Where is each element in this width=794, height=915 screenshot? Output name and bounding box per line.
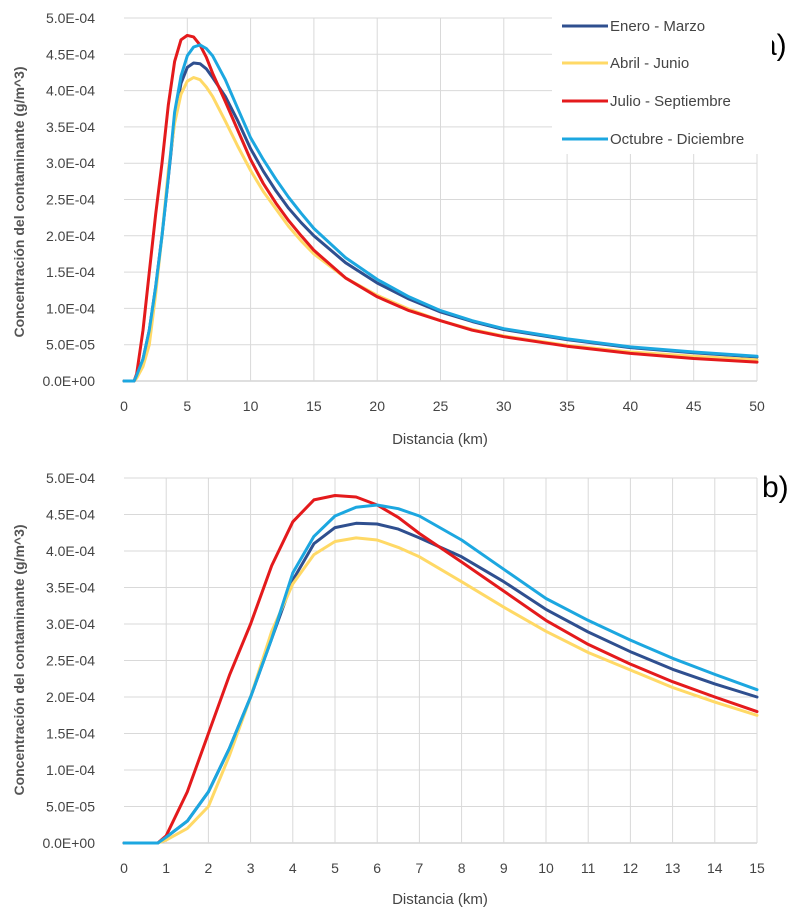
y-tick-label: 5.0E-05 [46, 337, 95, 353]
legend-label: Julio - Septiembre [610, 93, 731, 110]
y-tick-label: 1.5E-04 [46, 726, 95, 742]
x-tick-labels-b: 0 1 2 3 4 5 6 7 8 9 10 11 12 13 14 15 [120, 860, 765, 876]
x-tick-label: 5 [331, 860, 339, 876]
x-tick-label: 0 [120, 860, 128, 876]
x-tick-label: 12 [623, 860, 639, 876]
y-tick-label: 3.5E-04 [46, 119, 95, 135]
x-tick-label: 13 [665, 860, 681, 876]
chart-panel-b: 0.0E+00 5.0E-05 1.0E-04 1.5E-04 2.0E-04 2.5E-… [11, 470, 789, 908]
series-lines-a [122, 33, 759, 383]
legend-label: Abril - Junio [610, 55, 689, 72]
x-tick-label: 15 [749, 860, 765, 876]
x-tick-label: 45 [686, 398, 702, 414]
series-line-2 [122, 536, 759, 845]
series-line-4 [122, 503, 759, 845]
x-tick-label: 4 [289, 860, 297, 876]
x-tick-label: 14 [707, 860, 723, 876]
legend-background [552, 14, 772, 154]
legend: Enero - Marzo Abril - Junio Julio - Septie… [552, 14, 772, 154]
y-tick-labels-a: 0.0E+00 5.0E-05 1.0E-04 1.5E-04 2.0E-04 2.5E-… [42, 10, 95, 389]
y-tick-label: 2.0E-04 [46, 228, 95, 244]
x-tick-label: 7 [416, 860, 424, 876]
y-tick-label: 4.0E-04 [46, 543, 95, 559]
y-tick-label: 3.5E-04 [46, 580, 95, 596]
y-tick-labels-b: 0.0E+00 5.0E-05 1.0E-04 1.5E-04 2.0E-04 2.5E-… [42, 470, 95, 851]
gridlines-b [124, 477, 758, 844]
x-tick-label: 15 [306, 398, 322, 414]
y-tick-label: 3.0E-04 [46, 616, 95, 632]
y-tick-label: 2.5E-04 [46, 192, 95, 208]
x-tick-label: 3 [247, 860, 255, 876]
series-lines-b [122, 494, 759, 845]
panel-label-b: b) [762, 471, 789, 504]
legend-label: Octubre - Diciembre [610, 131, 744, 148]
x-tick-label: 30 [496, 398, 512, 414]
series-line-3 [122, 33, 759, 383]
y-tick-label: 5.0E-05 [46, 799, 95, 815]
x-tick-label: 40 [623, 398, 639, 414]
x-tick-label: 5 [183, 398, 191, 414]
y-axis-title-b: Concentración del contaminante (g/m^3) [11, 524, 27, 795]
y-tick-label: 2.0E-04 [46, 689, 95, 705]
y-tick-label: 5.0E-04 [46, 470, 95, 486]
series-line-3 [122, 494, 759, 845]
gridlines-a [124, 17, 758, 382]
x-axis-title-b: Distancia (km) [392, 891, 488, 908]
y-tick-label: 1.5E-04 [46, 264, 95, 280]
x-tick-label: 11 [581, 860, 596, 876]
x-tick-label: 10 [538, 860, 554, 876]
y-tick-label: 4.0E-04 [46, 83, 95, 99]
chart-panel-a: 0.0E+00 5.0E-05 1.0E-04 1.5E-04 2.0E-04 2.5E-… [11, 10, 787, 448]
x-tick-labels-a: 0 5 10 15 20 25 30 35 40 45 50 [120, 398, 765, 414]
legend-label: Enero - Marzo [610, 18, 705, 35]
series-line-4 [122, 43, 759, 383]
y-tick-label: 4.5E-04 [46, 507, 95, 523]
y-axis-title-a: Concentración del contaminante (g/m^3) [11, 66, 27, 337]
y-tick-label: 0.0E+00 [42, 835, 95, 851]
x-tick-label: 25 [433, 398, 449, 414]
y-tick-label: 1.0E-04 [46, 762, 95, 778]
x-tick-label: 50 [749, 398, 765, 414]
x-tick-label: 35 [559, 398, 575, 414]
x-axis-title-a: Distancia (km) [392, 431, 488, 448]
x-tick-label: 6 [373, 860, 381, 876]
y-tick-label: 0.0E+00 [42, 373, 95, 389]
x-tick-label: 9 [500, 860, 508, 876]
y-tick-label: 5.0E-04 [46, 10, 95, 26]
y-tick-label: 2.5E-04 [46, 653, 95, 669]
y-tick-label: 3.0E-04 [46, 155, 95, 171]
x-tick-label: 20 [369, 398, 385, 414]
x-tick-label: 0 [120, 398, 128, 414]
x-tick-label: 10 [243, 398, 259, 414]
x-tick-label: 1 [162, 860, 170, 876]
y-tick-label: 4.5E-04 [46, 46, 95, 62]
x-tick-label: 2 [205, 860, 213, 876]
x-tick-label: 8 [458, 860, 466, 876]
y-tick-label: 1.0E-04 [46, 300, 95, 316]
